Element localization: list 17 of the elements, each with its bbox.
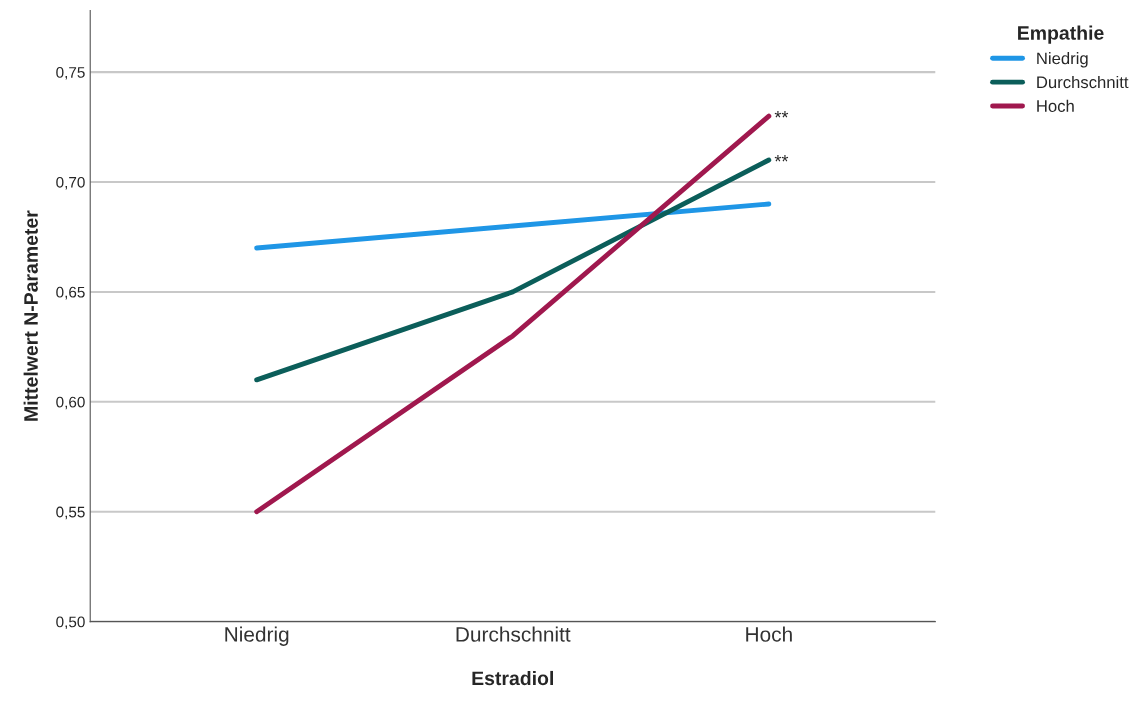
- y-tick-label: 0,50: [56, 616, 85, 630]
- legend-label: Hoch: [1037, 99, 1074, 112]
- y-tick-label: 0,55: [56, 506, 85, 520]
- y-tick-label: 0,60: [56, 396, 85, 410]
- annotation: **: [774, 111, 789, 118]
- y-tick-label: 0,65: [56, 286, 85, 300]
- legend-label: Durchschnitt: [1037, 75, 1129, 89]
- legend-label: Niedrig: [1037, 52, 1088, 68]
- x-tick-label: Niedrig: [225, 626, 289, 646]
- y-tick-label: 0,70: [56, 176, 85, 190]
- x-tick-label: Hoch: [746, 626, 792, 642]
- legend-title: Empathie: [1018, 25, 1104, 44]
- x-axis-title: Estradiol: [472, 670, 553, 686]
- annotation: **: [774, 155, 789, 162]
- y-axis-title: Mittelwert N-Parameter: [23, 210, 38, 421]
- y-tick-label: 0,75: [56, 66, 85, 80]
- x-tick-label: Durchschnitt: [456, 626, 571, 642]
